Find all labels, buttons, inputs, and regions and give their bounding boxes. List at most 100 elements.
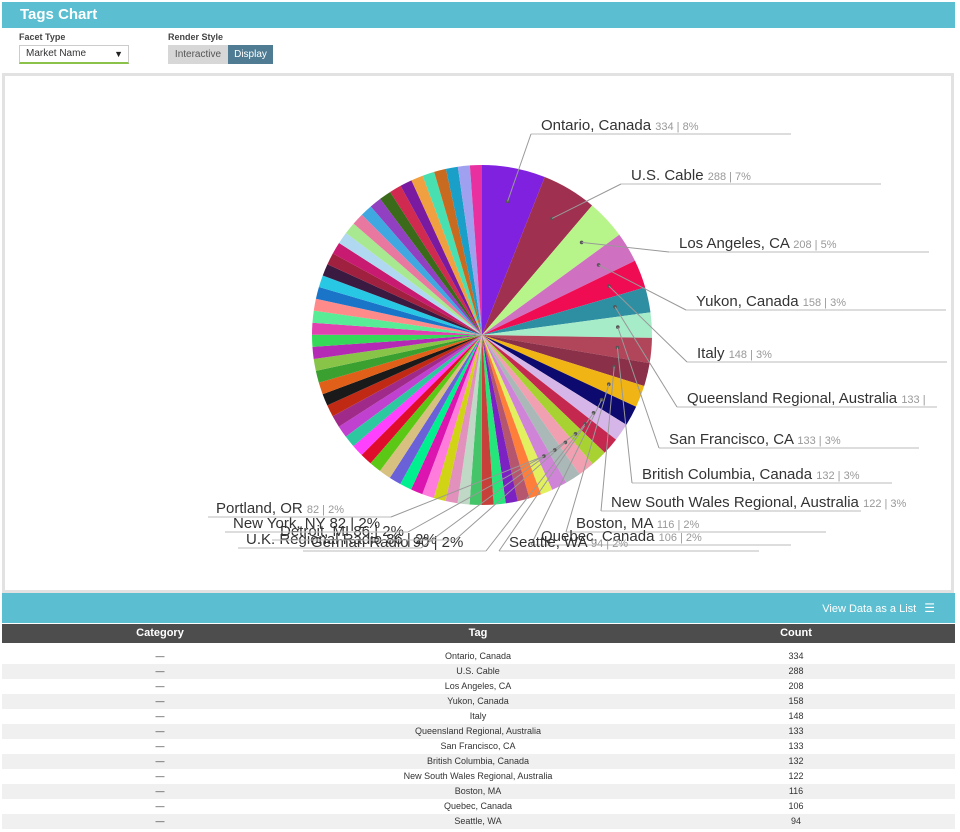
cell-tag: San Francisco, CA — [440, 741, 516, 751]
slice-label: British Columbia, Canada 132 | 3% — [642, 466, 860, 483]
label-connector — [390, 455, 545, 518]
cell-category: — — [155, 681, 165, 691]
pie-slice-new-york-ny — [482, 335, 580, 483]
pie-slice-british-columbia-canada — [482, 335, 652, 364]
pie-slice-other — [327, 335, 482, 417]
table-row: — Seattle, WA 94 — [2, 814, 955, 829]
label-connector — [598, 264, 687, 311]
cell-count: 133 — [788, 726, 804, 736]
pie-slice-other — [338, 335, 482, 437]
pie-slice-other — [370, 198, 482, 335]
slice-label: Los Angeles, CA 208 | 5% — [679, 235, 837, 252]
pie-slice-other — [339, 233, 482, 335]
label-connector — [617, 326, 660, 449]
pie-slice-other — [313, 298, 482, 335]
pie-slice-other — [457, 335, 482, 505]
pie-slice-u-k-regional-radio — [482, 335, 605, 465]
facet-type-select[interactable]: Market Name ▼ — [19, 45, 129, 64]
label-connector — [551, 183, 622, 219]
cell-tag: Yukon, Canada — [447, 696, 509, 706]
pie-slice-other — [315, 286, 482, 335]
cell-count: 334 — [788, 651, 804, 661]
cell-category: — — [155, 666, 165, 676]
slice-label: German Radio 90 | 2% — [311, 534, 463, 551]
header-category[interactable]: Category — [136, 627, 184, 639]
slice-label: Seattle, WA 94 | 2% — [509, 534, 628, 551]
pie-slice-other — [482, 335, 518, 504]
pie-slice-other — [312, 310, 482, 335]
table-row: — Boston, MA 116 — [2, 784, 955, 799]
pie-slice-san-francisco-ca — [482, 312, 653, 338]
table-row: — British Columbia, Canada 132 — [2, 754, 955, 769]
label-connector — [485, 423, 586, 552]
table-row: — Yukon, Canada 158 — [2, 694, 955, 709]
pie-slice-other — [361, 335, 482, 464]
label-connector — [565, 384, 610, 533]
label-connector — [407, 449, 556, 533]
pie-slice-other — [322, 335, 482, 406]
table-toolbar: View Data as a List ☰ — [2, 593, 955, 623]
pie-slice-other — [322, 264, 482, 335]
table-row: — Los Angeles, CA 208 — [2, 679, 955, 694]
header-tag[interactable]: Tag — [468, 627, 488, 639]
pie-slice-other — [469, 165, 482, 335]
cell-category: — — [155, 726, 165, 736]
header-count[interactable]: Count — [780, 627, 812, 639]
cell-tag: Ontario, Canada — [444, 651, 512, 661]
pie-slice-los-angeles-ca — [482, 205, 620, 335]
cell-category: — — [155, 651, 165, 661]
cell-count: 116 — [788, 786, 804, 796]
pie-slice-other — [389, 335, 482, 485]
pie-slice-other — [482, 335, 530, 502]
pie-slice-queensland-regional-australia — [482, 287, 651, 335]
pie-slice-other — [379, 335, 482, 478]
slice-label: Yukon, Canada 158 | 3% — [696, 293, 846, 310]
pie-slice-other — [327, 253, 482, 335]
pie-slice-other — [332, 335, 482, 427]
cell-category: — — [155, 786, 165, 796]
cell-count: 148 — [788, 711, 804, 721]
render-interactive-button[interactable]: Interactive — [168, 45, 228, 64]
cell-tag: British Columbia, Canada — [426, 756, 530, 766]
pie-slice-detroit-mi — [482, 335, 593, 475]
slice-label: Portland, OR 82 | 2% — [216, 500, 344, 517]
pie-slice-other — [469, 335, 482, 505]
slice-label: Queensland Regional, Australia 133 | — [687, 390, 926, 407]
cell-category: — — [155, 771, 165, 781]
pie-slice-other — [361, 206, 482, 335]
pie-slice-other — [332, 242, 482, 335]
pie-slice-other — [345, 223, 482, 335]
cell-category: — — [155, 741, 165, 751]
label-connector — [608, 285, 688, 363]
facet-type-label: Facet Type — [19, 32, 66, 42]
label-connector — [616, 347, 633, 484]
pie-slice-yukon-canada — [482, 234, 635, 335]
label-connector — [600, 366, 615, 512]
render-display-button[interactable]: Display — [228, 45, 273, 64]
pie-slice-other — [345, 335, 482, 447]
slice-label: New South Wales Regional, Australia 122 … — [611, 494, 907, 511]
cell-category: — — [155, 816, 165, 826]
label-connector — [454, 442, 566, 541]
pie-slice-other — [311, 334, 482, 347]
table-row: — Queensland Regional, Australia 133 — [2, 724, 955, 739]
page-title: Tags Chart — [20, 6, 98, 23]
cell-count: 132 — [788, 756, 804, 766]
pie-slice-new-south-wales-regional-australia — [482, 335, 650, 386]
cell-count: 122 — [788, 771, 804, 781]
pie-labels: Ontario, Canada 334 | 8% U.S. Cable 288 |… — [208, 117, 947, 552]
pie-slice-quebec-canada — [482, 335, 637, 425]
pie-slice-other — [370, 335, 482, 471]
pie-slice-other — [411, 175, 482, 335]
view-data-as-list-link[interactable]: View Data as a List ☰ — [822, 601, 935, 615]
pie-slice-boston-ma — [482, 335, 645, 407]
chart-frame: Ontario, Canada 334 | 8% U.S. Cable 288 |… — [2, 73, 954, 593]
cell-tag: Seattle, WA — [454, 816, 502, 826]
slice-label: U.S. Cable 288 | 7% — [631, 167, 751, 184]
cell-tag: New South Wales Regional, Australia — [403, 771, 553, 781]
slice-label: Italy 148 | 3% — [697, 345, 772, 362]
pie-slice-other — [457, 165, 482, 335]
pie-slices — [311, 165, 653, 506]
dropdown-caret-icon: ▼ — [114, 49, 123, 59]
pie-slice-ontario-canada — [482, 165, 545, 335]
